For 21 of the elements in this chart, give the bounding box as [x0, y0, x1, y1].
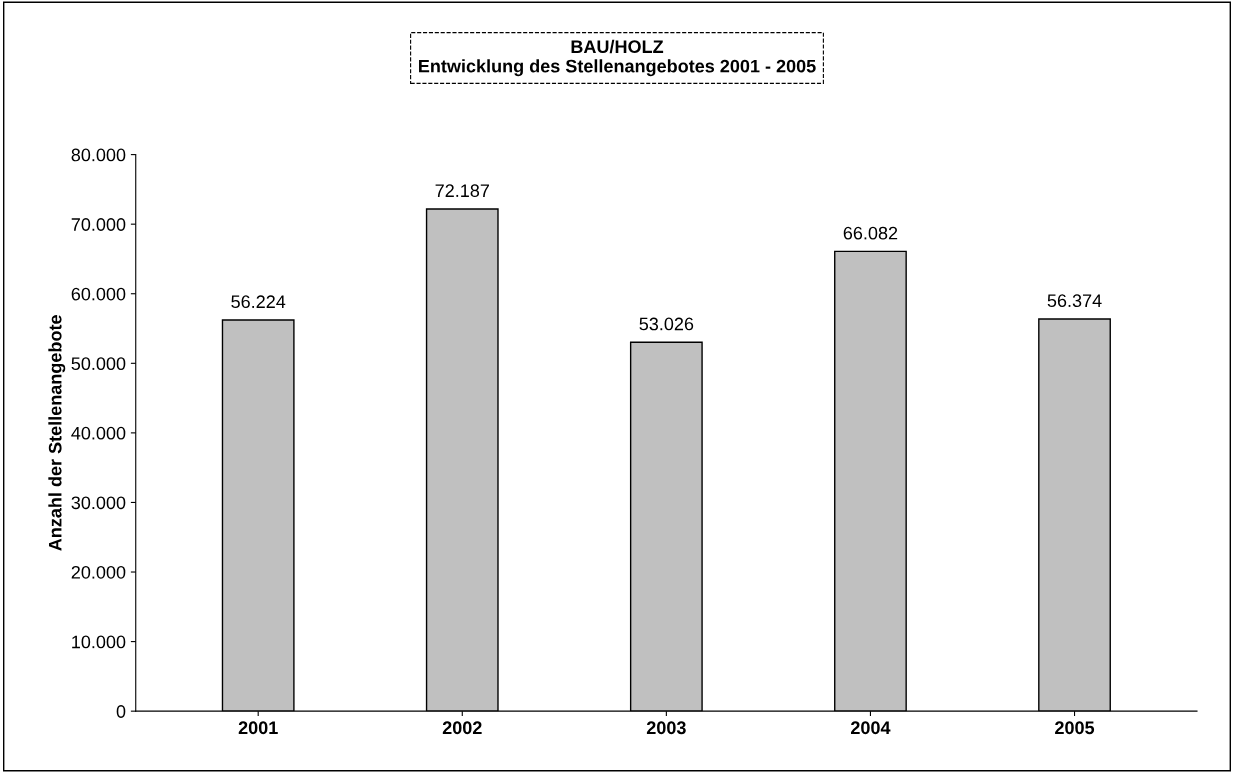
- y-tick-label: 80.000: [71, 148, 126, 162]
- x-tick-label: 2004: [850, 721, 891, 735]
- x-tick-label: 2005: [1055, 721, 1095, 735]
- y-tick-label: 60.000: [71, 287, 126, 301]
- data-label: 56.224: [231, 295, 286, 309]
- y-tick-label: 70.000: [71, 218, 126, 231]
- y-tick-label: 0: [116, 705, 126, 718]
- y-tick-label: 10.000: [72, 635, 126, 649]
- chart-title: BAU/HOLZ Entwicklung des Stellenangebotes 2001 - 2005: [419, 39, 816, 77]
- x-tick-label: 2002: [442, 721, 482, 735]
- x-tick-label: 2003: [646, 721, 686, 735]
- y-tick-label: 20.000: [71, 565, 126, 579]
- y-tick-label: 40.000: [71, 426, 126, 440]
- y-tick-label: 50.000: [71, 357, 126, 371]
- data-label: 66.082: [843, 226, 898, 240]
- data-label: 53.026: [639, 317, 694, 331]
- x-tick-label: 2001: [238, 721, 278, 735]
- data-label: 72.187: [435, 184, 489, 198]
- y-axis-title: Anzahl der Stellenangebote: [48, 315, 66, 551]
- data-label: 56.374: [1047, 294, 1102, 308]
- y-tick-label: 30.000: [71, 496, 126, 510]
